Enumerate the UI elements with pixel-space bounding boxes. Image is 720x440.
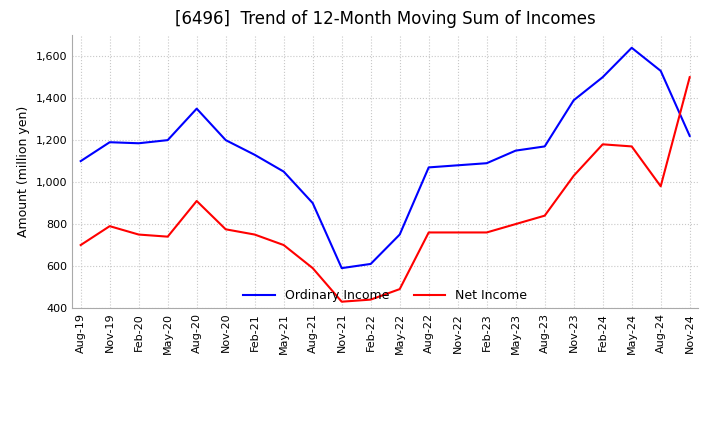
Line: Ordinary Income: Ordinary Income — [81, 48, 690, 268]
Ordinary Income — [192, 106, 201, 111]
Net Income — [135, 232, 143, 237]
Net Income — [279, 242, 288, 248]
Ordinary Income — [105, 139, 114, 145]
Net Income — [541, 213, 549, 218]
Net Income — [570, 173, 578, 179]
Ordinary Income — [395, 232, 404, 237]
Ordinary Income — [482, 161, 491, 166]
Y-axis label: Amount (million yen): Amount (million yen) — [17, 106, 30, 237]
Ordinary Income — [685, 133, 694, 139]
Ordinary Income — [541, 144, 549, 149]
Ordinary Income — [221, 137, 230, 143]
Title: [6496]  Trend of 12-Month Moving Sum of Incomes: [6496] Trend of 12-Month Moving Sum of I… — [175, 10, 595, 28]
Ordinary Income — [511, 148, 520, 153]
Net Income — [366, 297, 375, 302]
Ordinary Income — [338, 265, 346, 271]
Net Income — [221, 227, 230, 232]
Net Income — [657, 183, 665, 189]
Net Income — [76, 242, 85, 248]
Ordinary Income — [251, 152, 259, 158]
Ordinary Income — [76, 158, 85, 164]
Net Income — [454, 230, 462, 235]
Net Income — [163, 234, 172, 239]
Net Income — [338, 299, 346, 304]
Net Income — [482, 230, 491, 235]
Ordinary Income — [570, 98, 578, 103]
Net Income — [192, 198, 201, 204]
Net Income — [251, 232, 259, 237]
Ordinary Income — [135, 141, 143, 146]
Ordinary Income — [308, 201, 317, 206]
Ordinary Income — [163, 137, 172, 143]
Ordinary Income — [366, 261, 375, 267]
Net Income — [627, 144, 636, 149]
Net Income — [598, 142, 607, 147]
Ordinary Income — [657, 68, 665, 73]
Net Income — [685, 74, 694, 80]
Ordinary Income — [279, 169, 288, 174]
Net Income — [308, 265, 317, 271]
Net Income — [105, 224, 114, 229]
Ordinary Income — [424, 165, 433, 170]
Ordinary Income — [627, 45, 636, 51]
Ordinary Income — [454, 163, 462, 168]
Net Income — [395, 286, 404, 292]
Net Income — [424, 230, 433, 235]
Ordinary Income — [598, 74, 607, 80]
Net Income — [511, 221, 520, 227]
Legend: Ordinary Income, Net Income: Ordinary Income, Net Income — [238, 284, 532, 307]
Line: Net Income: Net Income — [81, 77, 690, 302]
